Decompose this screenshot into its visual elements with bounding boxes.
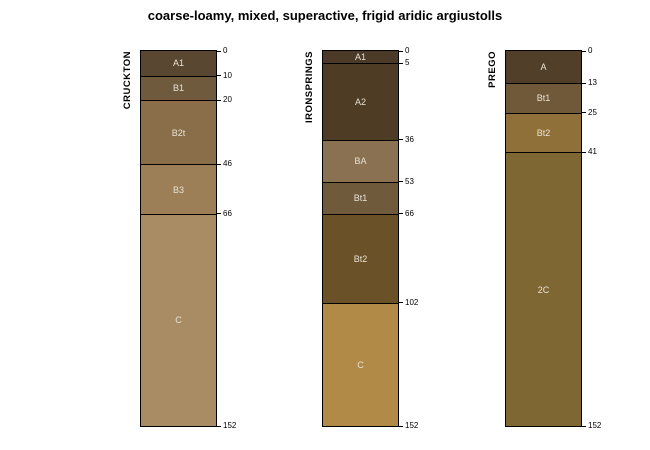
depth-tick-label: 152 [588, 421, 602, 430]
depth-tick-label: 5 [405, 58, 410, 68]
depth-tick [398, 425, 403, 427]
depth-tick [398, 213, 403, 215]
depth-tick [398, 302, 403, 304]
profile-column-ironsprings: IRONSPRINGS A1 A2 BA Bt1 Bt2 C 0 5 36 53 66 102 152 [304, 47, 418, 430]
horizon-label: BA [354, 156, 367, 167]
horizon-label: Bt2 [353, 253, 368, 264]
horizon-a1: A1 [141, 51, 216, 76]
horizon-2c: 2C [506, 152, 581, 426]
depth-tick [581, 425, 586, 427]
depth-tick [216, 213, 221, 215]
profile-column-cruckton: CRUCKTON A1 B1 B2t B3 C 0 10 20 46 66 152 [122, 47, 236, 430]
depth-tick-label: 13 [588, 78, 597, 88]
depth-tick-label: 0 [405, 46, 410, 55]
horizon-label: C [357, 359, 364, 370]
horizon-label: B2t [171, 127, 186, 138]
horizon-a: A [506, 51, 581, 84]
horizon-label: Bt1 [536, 93, 551, 104]
horizon-ba: BA [323, 139, 398, 182]
horizon-bt1: Bt1 [506, 83, 581, 113]
depth-tick [581, 82, 586, 84]
horizon-bt1: Bt1 [323, 181, 398, 214]
depth-tick-label: 0 [223, 46, 228, 55]
depth-tick [398, 50, 403, 52]
depth-tick [581, 151, 586, 153]
depth-tick [581, 50, 586, 52]
horizon-bt2: Bt2 [506, 112, 581, 153]
depth-tick [398, 139, 403, 141]
horizon-b1: B1 [141, 75, 216, 101]
profile-name-label: PREGO [487, 51, 498, 88]
depth-tick-label: 66 [405, 208, 414, 218]
depth-tick-label: 10 [223, 70, 232, 80]
horizon-label: C [175, 315, 182, 326]
depth-tick-label: 53 [405, 176, 414, 186]
depth-tick [216, 99, 221, 101]
horizon-label: A1 [354, 52, 366, 63]
chart-title: coarse-loamy, mixed, superactive, frigid… [147, 8, 503, 23]
horizon-label: A1 [172, 58, 184, 69]
horizon-label: A2 [354, 97, 366, 108]
depth-tick-label: 66 [223, 208, 232, 218]
depth-tick-label: 0 [588, 46, 593, 55]
depth-tick [216, 50, 221, 52]
depth-tick [216, 163, 221, 165]
depth-tick [216, 75, 221, 77]
horizon-a1: A1 [323, 51, 398, 64]
depth-tick-label: 152 [405, 421, 419, 430]
horizon-c: C [141, 213, 216, 426]
depth-tick [398, 62, 403, 64]
horizon-c: C [323, 302, 398, 426]
profile-name-label: CRUCKTON [122, 51, 133, 110]
horizon-label: B3 [172, 184, 184, 195]
depth-tick-label: 152 [223, 421, 237, 430]
depth-tick [216, 425, 221, 427]
profile-column-prego: PREGO A Bt1 Bt2 2C 0 13 25 41 152 [487, 47, 601, 430]
depth-tick [398, 181, 403, 183]
depth-tick-label: 36 [405, 134, 414, 144]
horizon-bt2: Bt2 [323, 213, 398, 303]
horizon-a2: A2 [323, 63, 398, 140]
horizon-label: A [540, 62, 547, 73]
horizon-label: Bt1 [353, 193, 368, 204]
horizon-b3: B3 [141, 164, 216, 214]
horizon-b2t: B2t [141, 100, 216, 165]
horizon-label: 2C [537, 284, 550, 295]
profile-name-label: IRONSPRINGS [304, 51, 315, 124]
depth-tick [581, 112, 586, 114]
horizon-label: Bt2 [536, 127, 551, 138]
depth-tick-label: 20 [223, 95, 232, 105]
horizon-label: B1 [172, 83, 184, 94]
depth-tick-label: 46 [223, 159, 232, 169]
depth-tick-label: 102 [405, 297, 419, 307]
depth-tick-label: 25 [588, 107, 597, 117]
depth-tick-label: 41 [588, 147, 597, 157]
